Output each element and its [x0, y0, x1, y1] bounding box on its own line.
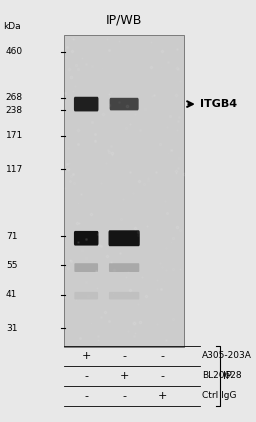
Text: 71: 71	[6, 232, 17, 241]
FancyBboxPatch shape	[110, 98, 139, 111]
Text: 117: 117	[6, 165, 23, 173]
Text: +: +	[157, 391, 167, 401]
Text: BL20628: BL20628	[202, 371, 242, 380]
Bar	[64, 35, 184, 347]
Text: +: +	[81, 351, 91, 361]
Text: -: -	[160, 351, 164, 361]
Text: IP: IP	[223, 371, 232, 381]
Text: 268: 268	[6, 93, 23, 102]
Text: ITGB4: ITGB4	[200, 99, 237, 109]
FancyBboxPatch shape	[109, 263, 139, 272]
FancyBboxPatch shape	[74, 231, 99, 246]
Text: 238: 238	[6, 106, 23, 115]
Text: Ctrl IgG: Ctrl IgG	[202, 391, 237, 400]
Text: A305-203A: A305-203A	[202, 351, 252, 360]
FancyBboxPatch shape	[74, 263, 98, 272]
Text: -: -	[122, 351, 126, 361]
Text: 171: 171	[6, 131, 23, 140]
FancyBboxPatch shape	[109, 230, 140, 246]
Text: 55: 55	[6, 261, 17, 270]
Text: -: -	[84, 371, 88, 381]
Text: -: -	[122, 391, 126, 401]
Text: 41: 41	[6, 290, 17, 299]
FancyBboxPatch shape	[74, 97, 99, 111]
Text: 31: 31	[6, 324, 17, 333]
Text: -: -	[160, 371, 164, 381]
Text: 460: 460	[6, 47, 23, 56]
Text: +: +	[120, 371, 129, 381]
Text: IP/WB: IP/WB	[106, 14, 142, 27]
FancyBboxPatch shape	[109, 292, 139, 300]
Text: kDa: kDa	[4, 22, 21, 31]
Text: -: -	[84, 391, 88, 401]
FancyBboxPatch shape	[74, 292, 98, 300]
